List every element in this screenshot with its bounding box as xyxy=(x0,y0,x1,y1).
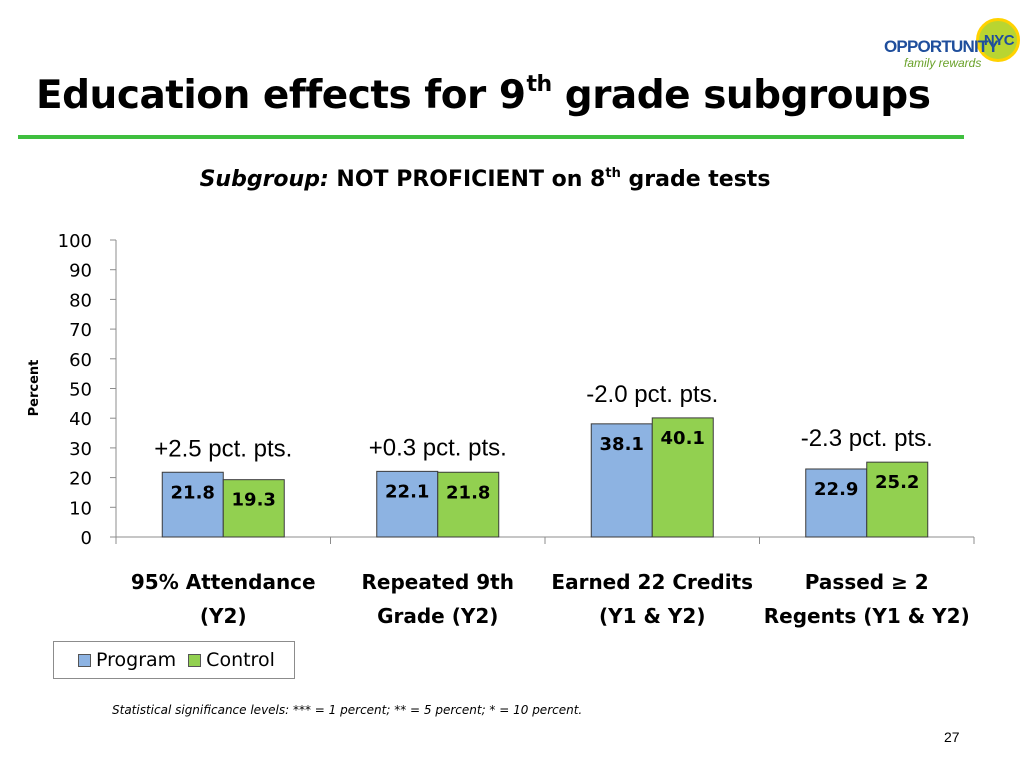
category-label: Repeated 9th xyxy=(362,570,514,594)
y-tick-label: 20 xyxy=(69,469,92,490)
y-tick-label: 0 xyxy=(81,528,92,549)
y-tick-label: 90 xyxy=(69,261,92,282)
page-number: 27 xyxy=(944,729,960,745)
data-label-program: 22.1 xyxy=(385,481,429,502)
bar-control xyxy=(437,471,500,538)
bar-control xyxy=(866,461,929,538)
logo-badge-text: NYC xyxy=(983,32,1015,49)
difference-annotation: -2.0 pct. pts. xyxy=(586,381,718,408)
category-label: Grade (Y2) xyxy=(377,604,498,628)
legend-item-control: Control xyxy=(188,649,275,671)
difference-annotation: +0.3 pct. pts. xyxy=(369,434,507,461)
category-label: Regents (Y1 & Y2) xyxy=(764,604,970,628)
y-tick-label: 50 xyxy=(69,380,92,401)
data-label-program: 22.9 xyxy=(814,479,858,500)
logo-wordmark: OPPORTUNITY xyxy=(884,37,999,56)
bar-control xyxy=(651,417,714,538)
category-label: Passed ≥ 2 xyxy=(805,570,929,594)
chart-legend: Program Control xyxy=(53,641,295,679)
y-tick-label: 100 xyxy=(58,231,92,252)
significance-footnote: Statistical significance levels: *** = 1… xyxy=(112,703,583,717)
legend-swatch-program xyxy=(78,653,91,667)
bar-program xyxy=(376,470,439,538)
difference-annotation: -2.3 pct. pts. xyxy=(801,425,933,452)
bar-control xyxy=(222,479,285,538)
data-label-control: 19.3 xyxy=(232,490,276,511)
logo-tagline: family rewards xyxy=(904,56,982,70)
bar-chart: 0 10 20 30 40 50 60 70 80 90 100 Percent 21.8 19.3 +2.… xyxy=(27,231,975,628)
difference-annotation: +2.5 pct. pts. xyxy=(154,435,292,462)
slide-title: Education effects for 9th grade subgroup… xyxy=(36,72,931,118)
logo-badge-circle xyxy=(976,18,1020,62)
opportunity-nyc-logo: OPPORTUNITY NYC family rewards xyxy=(884,18,1022,74)
category-label: (Y1 & Y2) xyxy=(599,604,705,628)
legend-label-program: Program xyxy=(96,649,177,671)
category-label: Earned 22 Credits xyxy=(551,570,753,594)
y-axis-label: Percent xyxy=(27,360,42,417)
data-label-program: 21.8 xyxy=(171,482,215,503)
y-tick-label: 30 xyxy=(69,439,92,460)
category-label: 95% Attendance xyxy=(131,570,316,594)
category-label: (Y2) xyxy=(200,604,247,628)
chart-title: Subgroup: NOT PROFICIENT on 8th grade te… xyxy=(199,166,771,192)
legend-item-program: Program xyxy=(78,649,176,671)
data-label-program: 38.1 xyxy=(600,434,644,455)
title-divider xyxy=(18,135,964,139)
legend-swatch-control xyxy=(188,653,202,667)
y-tick-label: 70 xyxy=(69,320,92,341)
data-label-control: 40.1 xyxy=(661,428,705,449)
data-label-control: 25.2 xyxy=(875,472,919,493)
y-tick-label: 40 xyxy=(69,409,92,430)
bar-program xyxy=(161,471,224,538)
y-tick-label: 80 xyxy=(69,290,92,311)
data-label-control: 21.8 xyxy=(446,482,490,503)
y-tick-label: 60 xyxy=(69,350,92,371)
y-tick-label: 10 xyxy=(69,498,92,519)
legend-label-control: Control xyxy=(206,649,275,671)
